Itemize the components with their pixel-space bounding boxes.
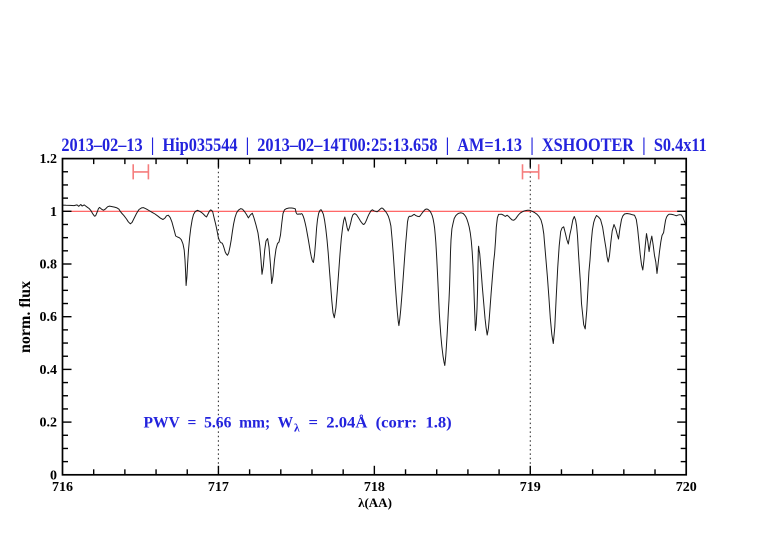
svg-text:719: 719 — [520, 480, 541, 495]
svg-text:2013–02–13 | Hip035544 | 2: 2013–02–13 | Hip035544 | 2013–02–14T00:2… — [61, 134, 706, 155]
svg-text:718: 718 — [364, 480, 385, 495]
svg-text:0.2: 0.2 — [40, 416, 58, 431]
svg-text:0.4: 0.4 — [40, 363, 58, 378]
svg-text:λ(AA): λ(AA) — [358, 495, 392, 510]
svg-text:1: 1 — [50, 205, 57, 220]
svg-text:717: 717 — [208, 480, 229, 495]
svg-text:716: 716 — [52, 480, 73, 495]
svg-text:720: 720 — [676, 480, 697, 495]
svg-text:0: 0 — [50, 468, 57, 483]
svg-text:0.8: 0.8 — [40, 258, 58, 273]
svg-text:norm. flux: norm. flux — [17, 281, 34, 353]
svg-text:0.6: 0.6 — [40, 310, 58, 325]
svg-text:1.2: 1.2 — [40, 152, 58, 167]
svg-text:PWV = 5.66 mm; W: PWV = 5.66 mm; W — [144, 414, 294, 431]
svg-text:λ: λ — [294, 423, 300, 435]
svg-text:= 2.04Å (corr: 1.8): = 2.04Å (corr: 1.8) — [309, 413, 452, 432]
